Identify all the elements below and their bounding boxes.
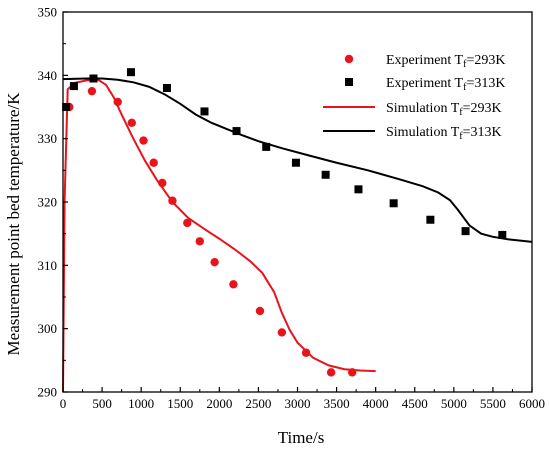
x-tick-label: 5000 (441, 396, 467, 411)
data-point (498, 230, 507, 239)
data-point (426, 215, 435, 224)
legend-label: Experiment Tf=313K (386, 76, 505, 93)
x-tick-label: 1500 (167, 396, 193, 411)
data-point (200, 107, 209, 116)
data-point (210, 257, 219, 267)
x-axis-title: Time/s (278, 428, 325, 447)
x-tick-label: 3000 (285, 396, 311, 411)
data-point (87, 86, 97, 96)
data-point (195, 237, 204, 246)
y-tick-label: 290 (38, 385, 58, 400)
data-point (277, 328, 287, 337)
data-point (69, 82, 78, 91)
legend-item: Experiment Tf=293K (344, 53, 505, 70)
data-point (232, 127, 241, 136)
legend-item: Simulation Tf=293K (323, 101, 502, 118)
plot-area (62, 68, 533, 393)
series-line-3 (62, 77, 533, 243)
x-tick-label: 5500 (480, 396, 506, 411)
data-point (389, 199, 398, 208)
data-point (149, 158, 158, 167)
x-tick-label: 3500 (324, 396, 350, 411)
legend: Experiment Tf=293K Experiment Tf=313K Simu… (323, 53, 505, 142)
data-point (139, 136, 148, 145)
x-tick-label: 1000 (128, 396, 154, 411)
legend-label: Simulation Tf=293K (386, 101, 502, 118)
y-axis-title: Measurement point bed temperature/K (4, 92, 23, 356)
data-point (229, 280, 238, 289)
data-point (183, 218, 192, 228)
x-tick-label: 500 (92, 396, 112, 411)
data-point (89, 74, 98, 83)
x-tick-label: 4500 (402, 396, 428, 411)
legend-item: Experiment Tf=313K (345, 76, 505, 93)
data-point (113, 97, 122, 107)
legend-label: Experiment Tf=293K (386, 53, 505, 70)
x-tick-label: 6000 (519, 396, 545, 411)
data-point (62, 103, 71, 111)
y-tick-label: 330 (38, 131, 58, 146)
y-tick-label: 300 (38, 321, 58, 336)
data-point (262, 142, 271, 151)
data-point (301, 348, 311, 357)
legend-label: Simulation Tf=313K (386, 125, 502, 142)
x-tick-label: 4000 (363, 396, 389, 411)
data-point (321, 170, 330, 179)
legend-marker (345, 78, 353, 86)
data-point (255, 306, 265, 316)
legend-item: Simulation Tf=313K (323, 125, 502, 142)
legend-marker (344, 54, 354, 64)
data-point (158, 178, 167, 188)
x-tick-label: 0 (60, 396, 67, 411)
data-point (127, 118, 136, 128)
data-point (348, 368, 357, 377)
data-point (168, 196, 177, 205)
data-point (461, 227, 470, 236)
data-point (326, 368, 336, 377)
data-point (354, 185, 363, 194)
y-tick-label: 320 (38, 195, 58, 210)
y-tick-label: 350 (38, 5, 58, 20)
data-point (162, 84, 171, 92)
data-point (127, 68, 136, 77)
y-tick-label: 340 (38, 68, 58, 83)
x-tick-label: 2000 (206, 396, 232, 411)
axes: 0 500 1000 1500 2000 2500 3000 3500 4000 4500 5000… (38, 5, 546, 412)
x-tick-label: 2500 (245, 396, 271, 411)
y-tick-label: 310 (38, 258, 58, 273)
data-point (291, 158, 300, 167)
